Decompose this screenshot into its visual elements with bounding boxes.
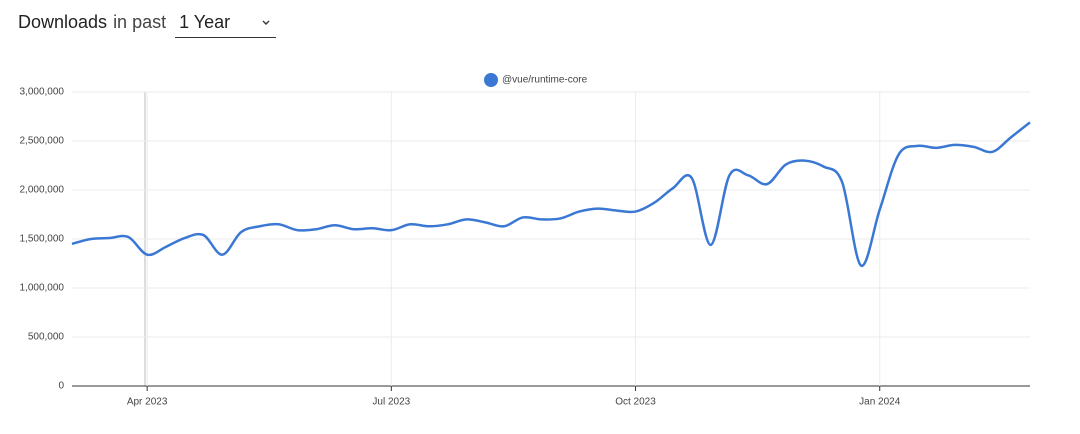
- period-value: 1 Year: [179, 12, 231, 32]
- y-tick-label: 2,500,000: [20, 136, 65, 147]
- header-subtitle: in past: [113, 12, 167, 32]
- legend-item: @vue/runtime-core: [484, 73, 588, 87]
- y-tick-label: 500,000: [28, 332, 65, 343]
- x-tick-label: Jan 2024: [859, 397, 901, 408]
- x-tick-label: Oct 2023: [615, 397, 656, 408]
- legend-swatch: [484, 73, 498, 87]
- x-tick-label: Apr 2023: [127, 397, 168, 408]
- x-tick-label: Jul 2023: [372, 397, 410, 408]
- header-title: Downloads: [18, 12, 108, 32]
- line-series: [71, 121, 1031, 267]
- y-tick-label: 3,000,000: [20, 87, 65, 98]
- chevron: [262, 20, 270, 25]
- y-tick-label: 1,000,000: [20, 283, 65, 294]
- y-tick-label: 1,500,000: [20, 234, 65, 245]
- header: Downloads in past 1 Year: [18, 12, 277, 42]
- period-select[interactable]: 1 Year: [175, 12, 277, 38]
- legend-label: @vue/runtime-core: [502, 75, 588, 86]
- y-tick-label: 0: [58, 381, 64, 392]
- y-tick-label: 2,000,000: [20, 185, 65, 196]
